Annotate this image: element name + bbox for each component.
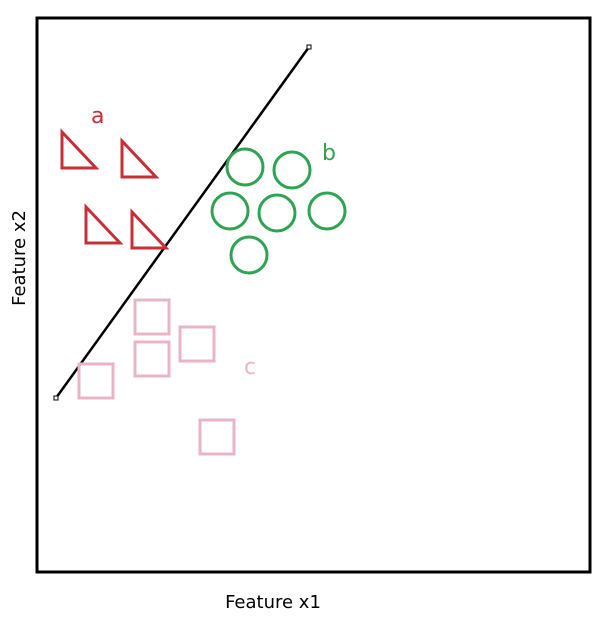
class-c-square: [133, 298, 171, 336]
class-c-square: [133, 340, 171, 378]
boundary-handle-start: [53, 395, 59, 401]
class-a-label: a: [91, 104, 104, 129]
decision-boundary: [53, 44, 312, 401]
class-c-square: [178, 325, 216, 363]
class-c-square: [198, 418, 236, 456]
class-a-triangle: [60, 128, 100, 170]
class-a-triangle: [130, 208, 170, 250]
class-b-circle: [257, 193, 297, 233]
plot-frame: [35, 16, 592, 574]
class-a-group: a: [60, 104, 170, 250]
class-b-label: b: [322, 141, 336, 166]
class-a-triangle: [120, 137, 160, 179]
class-c-square: [77, 362, 115, 400]
x-axis-label: Feature x1: [225, 592, 321, 613]
class-b-circle: [210, 191, 250, 231]
class-b-circle: [229, 235, 269, 275]
class-c-label: c: [244, 355, 256, 380]
class-b-group: b: [210, 141, 347, 275]
class-b-circle: [307, 191, 347, 231]
boundary-handle-end: [306, 44, 312, 50]
class-b-circle: [272, 150, 312, 190]
class-b-circle: [225, 147, 265, 187]
boundary-line: [54, 46, 311, 399]
y-axis-label: Feature x2: [9, 210, 30, 306]
class-c-group: c: [77, 298, 256, 456]
class-a-triangle: [84, 203, 124, 245]
